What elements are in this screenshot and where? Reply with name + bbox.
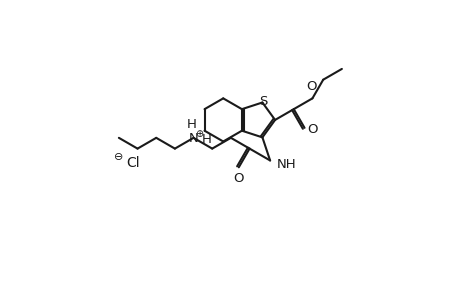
Text: O: O [307,123,318,136]
Text: Cl: Cl [126,156,140,170]
Text: S: S [258,95,267,108]
Text: NH: NH [276,158,295,171]
Text: O: O [232,172,243,185]
Text: O: O [306,80,316,93]
Text: H: H [201,133,211,146]
Text: N: N [188,132,198,145]
Text: ⊕: ⊕ [195,129,202,139]
Text: H: H [187,118,196,131]
Text: ⊖: ⊖ [114,152,123,162]
